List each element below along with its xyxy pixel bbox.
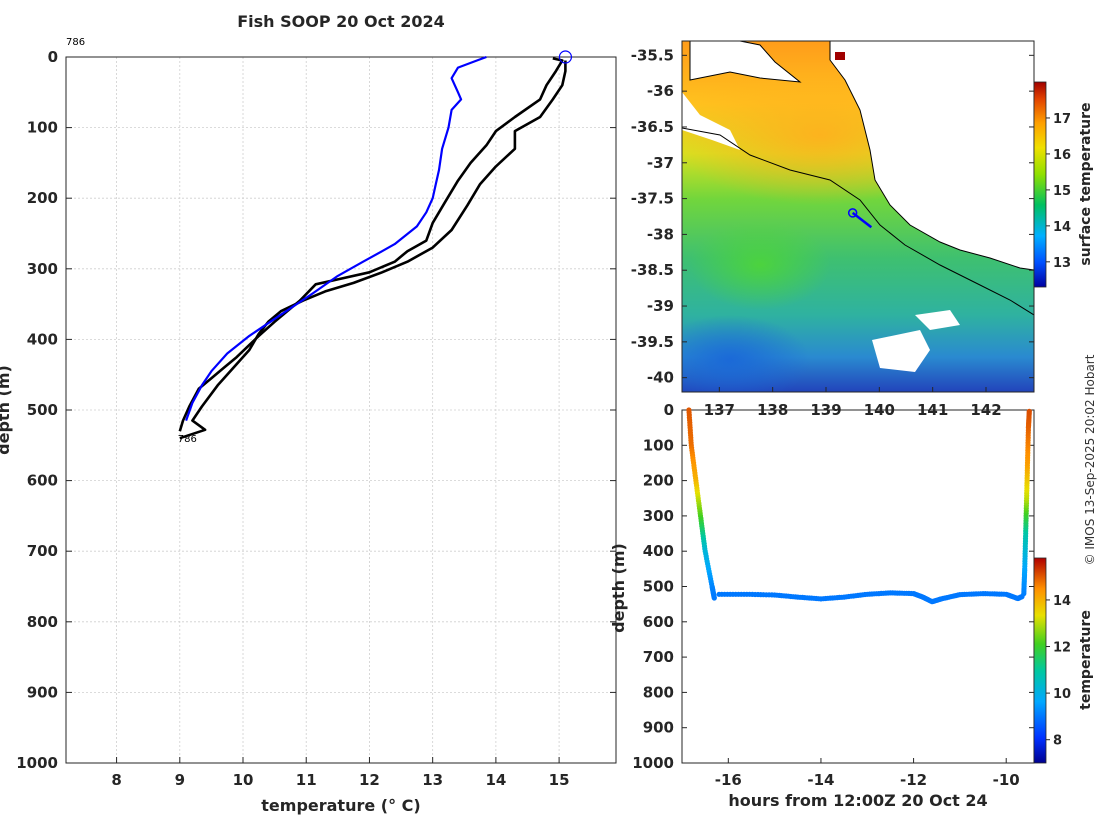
profile-xtick-label: 11 xyxy=(296,771,317,789)
ts-ytick-label: 700 xyxy=(643,648,674,666)
profile-ytick-label: 0 xyxy=(48,48,58,66)
map-ytick-label: -39 xyxy=(647,297,674,315)
ts-ytick-label: 800 xyxy=(643,683,674,701)
ts-axes-frame xyxy=(681,409,1035,764)
profile-annotations: 786 786 xyxy=(66,37,197,445)
ts-ticks: 0 100 200 300 400 500 600 700 800 900 1000 -16 -14 -1… xyxy=(632,401,1034,789)
ts-ytick-label: 100 xyxy=(643,436,674,454)
vessel-marker xyxy=(847,208,858,218)
watermark: © IMOS 13-Sep-2025 20:02 Hobart xyxy=(1083,354,1097,565)
cloud-patch-west xyxy=(682,92,740,150)
profile-ticks: 8 9 10 11 12 13 14 15 0 100 200 300 400 500 600 700 800 9… xyxy=(16,48,616,789)
ts-xtick-label: -12 xyxy=(900,771,927,789)
ts-ytick-label: 0 xyxy=(664,401,674,419)
ts-ytick-label: 900 xyxy=(643,719,674,737)
profile-xtick-label: 9 xyxy=(175,771,185,789)
ts-ytick-label: 600 xyxy=(643,613,674,631)
profile-ylabel: depth (m) xyxy=(0,365,13,455)
profile-series xyxy=(178,50,573,440)
ts-colorbar xyxy=(1033,557,1047,764)
ts-xtick-label: -10 xyxy=(993,771,1020,789)
profile-xtick-label: 13 xyxy=(422,771,443,789)
profile-ytick-label: 1000 xyxy=(16,754,58,772)
profile-axes-frame xyxy=(65,56,617,764)
ts-colorbar-label: temperature xyxy=(1078,610,1094,710)
map-colorbar xyxy=(1033,81,1047,288)
profile-chart: 8 9 10 11 12 13 14 15 0 100 200 300 400 500 600 700 800 9… xyxy=(0,37,617,815)
ts-point-descent xyxy=(711,595,717,601)
map-ytick-label: -40 xyxy=(647,369,674,387)
profile-ytick-label: 500 xyxy=(27,401,58,419)
figure-title: Fish SOOP 20 Oct 2024 xyxy=(237,12,445,31)
ts-points xyxy=(686,407,1032,605)
profile-ytick-label: 400 xyxy=(27,330,58,348)
cloud-patch-south-2 xyxy=(915,310,960,330)
ts-xtick-label: -14 xyxy=(807,771,834,789)
profile-annotation: 786 xyxy=(178,434,197,445)
surface-position-marker xyxy=(558,50,573,64)
land-mainland xyxy=(829,41,1034,271)
cloud-patch-south xyxy=(872,330,930,372)
profile-ytick-label: 200 xyxy=(27,189,58,207)
timeseries-chart: 0 100 200 300 400 500 600 700 800 900 1000 -16 -14 -1… xyxy=(609,401,1094,810)
land-yorke xyxy=(689,41,802,83)
map-colorbar-label: surface temperature xyxy=(1078,102,1094,265)
map-colorbar-tick-label: 17 xyxy=(1053,112,1071,127)
profile-xlabel: temperature (° C) xyxy=(261,796,420,815)
sst-map: -35.5 -36 -36.5 -37 -37.5 -38 -38.5 -39 -39.5 -40… xyxy=(631,40,1094,419)
sst-field xyxy=(682,41,1034,392)
map-ytick-label: -38 xyxy=(647,225,674,243)
profile-xtick-label: 12 xyxy=(359,771,380,789)
map-colorbar-tick-label: 15 xyxy=(1053,184,1071,199)
profile-xtick-label: 14 xyxy=(485,771,506,789)
ts-ylabel: depth (m) xyxy=(609,543,628,633)
profile-series-line-down-profile xyxy=(178,57,564,432)
cool-water-patch xyxy=(682,315,810,392)
profile-ytick-label: 700 xyxy=(27,542,58,560)
ts-ytick-label: 400 xyxy=(643,542,674,560)
profile-ytick-label: 900 xyxy=(27,683,58,701)
map-colorbar-tick-label: 14 xyxy=(1053,220,1071,235)
map-colorbar-ticks: 13 14 15 16 17 xyxy=(1046,112,1071,271)
ts-colorbar-tick-label: 12 xyxy=(1053,641,1071,656)
ts-colorbar-tick-label: 10 xyxy=(1053,687,1071,702)
profile-annotation: 786 xyxy=(66,37,85,48)
map-colorbar-tick-label: 13 xyxy=(1053,256,1071,271)
map-ytick-label: -37 xyxy=(647,154,674,172)
profile-ytick-label: 600 xyxy=(27,472,58,490)
ts-ytick-label: 300 xyxy=(643,507,674,525)
profile-series-line-up-profile xyxy=(179,60,567,440)
ts-ytick-label: 200 xyxy=(643,472,674,490)
ship-track-line xyxy=(682,127,1034,316)
ts-colorbar-ticks: 8 10 12 14 xyxy=(1046,594,1071,749)
ts-point-ascent xyxy=(1026,408,1032,414)
profile-grid xyxy=(66,56,616,764)
green-water-patch xyxy=(690,220,830,310)
ts-ytick-label: 500 xyxy=(643,578,674,596)
profile-ytick-label: 300 xyxy=(27,260,58,278)
map-ytick-label: -36 xyxy=(647,82,674,100)
hot-pixel xyxy=(835,52,845,60)
profile-ytick-label: 100 xyxy=(27,119,58,137)
map-ytick-label: -38.5 xyxy=(631,261,674,279)
ts-xlabel: hours from 12:00Z 20 Oct 24 xyxy=(728,791,987,810)
map-ytick-label: -35.5 xyxy=(631,46,674,64)
vessel-position xyxy=(847,208,873,229)
profile-xtick-label: 8 xyxy=(111,771,121,789)
map-ytick-label: -36.5 xyxy=(631,118,674,136)
profile-series-line-climatology xyxy=(185,55,487,421)
profile-xtick-label: 15 xyxy=(549,771,570,789)
ts-xtick-label: -16 xyxy=(715,771,742,789)
ts-ytick-label: 1000 xyxy=(632,754,674,772)
profile-xtick-label: 10 xyxy=(233,771,254,789)
profile-ytick-label: 800 xyxy=(27,613,58,631)
map-ytick-label: -37.5 xyxy=(631,190,674,208)
ts-colorbar-tick-label: 14 xyxy=(1053,594,1071,609)
map-ytick-label: -39.5 xyxy=(631,333,674,351)
map-colorbar-tick-label: 16 xyxy=(1053,148,1071,163)
ts-colorbar-tick-label: 8 xyxy=(1053,734,1062,749)
